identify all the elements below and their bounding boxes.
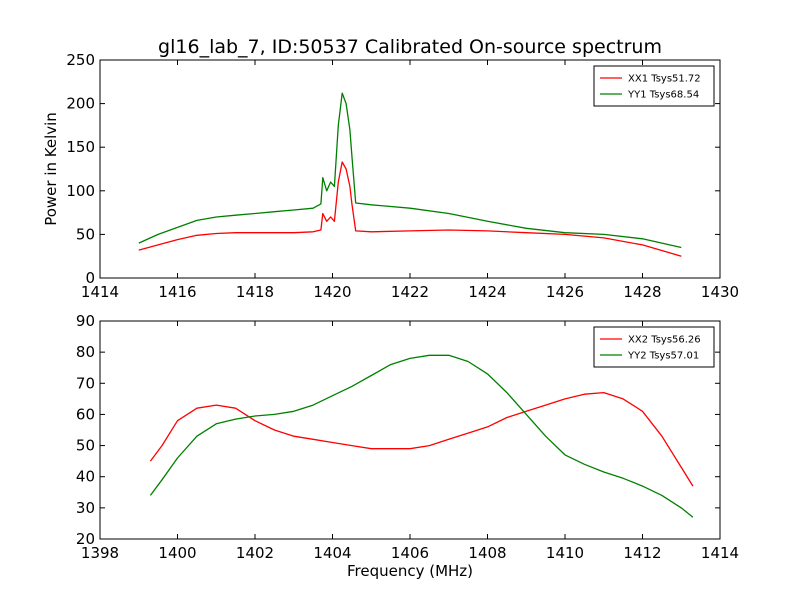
legend-entry: YY1 Tsys68.54 bbox=[627, 90, 699, 101]
legend-entry: XX2 Tsys56.26 bbox=[628, 335, 701, 346]
series-line-xx1 bbox=[138, 161, 682, 257]
x-tick-label: 1422 bbox=[391, 283, 429, 301]
x-tick-label: 1406 bbox=[391, 544, 429, 562]
y-tick-label: 40 bbox=[76, 468, 95, 486]
y-tick-label: 80 bbox=[76, 343, 95, 361]
y-tick-label: 30 bbox=[76, 499, 95, 517]
x-tick-label: 1430 bbox=[701, 283, 739, 301]
series-lines bbox=[138, 92, 682, 257]
legend-entry: YY2 Tsys57.01 bbox=[627, 351, 699, 362]
x-tick-label: 1410 bbox=[546, 544, 584, 562]
x-tick-label: 1424 bbox=[468, 283, 506, 301]
legend-entry: XX1 Tsys51.72 bbox=[628, 74, 701, 85]
y-tick-label: 200 bbox=[66, 95, 95, 113]
series-lines bbox=[149, 354, 694, 518]
x-tick-label: 1398 bbox=[81, 544, 119, 562]
x-tick-label: 1412 bbox=[623, 544, 661, 562]
y-axis-label: Power in Kelvin bbox=[42, 112, 60, 226]
y-tick-label: 100 bbox=[66, 182, 95, 200]
y-tick-label: 250 bbox=[66, 51, 95, 69]
x-tick-label: 1428 bbox=[623, 283, 661, 301]
series-line-yy1 bbox=[138, 92, 682, 249]
bottom-spectrum-panel: 1398 1400 1402 1404 1406 1408 1410 1412 1414 20 30… bbox=[76, 312, 739, 580]
x-tick-label: 1402 bbox=[236, 544, 274, 562]
top-spectrum-panel: 1414 1416 1418 1420 1422 1424 1426 1428 1430 0 50 1… bbox=[42, 51, 739, 301]
legend-box bbox=[593, 326, 715, 368]
y-tick-label: 70 bbox=[76, 374, 95, 392]
series-line-yy2 bbox=[149, 354, 694, 518]
x-tick-label: 1426 bbox=[546, 283, 584, 301]
series-line-xx2 bbox=[149, 391, 694, 487]
legend: XX2 Tsys56.26 YY2 Tsys57.01 bbox=[593, 326, 715, 368]
x-tick-label: 1414 bbox=[701, 544, 739, 562]
x-tick-label: 1420 bbox=[313, 283, 351, 301]
y-tick-label: 90 bbox=[76, 312, 95, 330]
x-tick-label: 1400 bbox=[158, 544, 196, 562]
x-tick-label: 1418 bbox=[236, 283, 274, 301]
legend: XX1 Tsys51.72 YY1 Tsys68.54 bbox=[593, 65, 715, 107]
y-tick-label: 60 bbox=[76, 405, 95, 423]
y-tick-label: 50 bbox=[76, 437, 95, 455]
x-tick-label: 1408 bbox=[468, 544, 506, 562]
y-tick-label: 150 bbox=[66, 138, 95, 156]
legend-box bbox=[593, 65, 715, 107]
x-axis-label: Frequency (MHz) bbox=[347, 562, 473, 580]
x-tick-label: 1416 bbox=[158, 283, 196, 301]
y-tick-label: 20 bbox=[76, 530, 95, 548]
y-tick-label: 50 bbox=[76, 225, 95, 243]
x-tick-label: 1414 bbox=[81, 283, 119, 301]
y-tick-label: 0 bbox=[85, 269, 95, 287]
x-tick-label: 1404 bbox=[313, 544, 351, 562]
chart-title: gl16_lab_7, ID:50537 Calibrated On-sourc… bbox=[158, 36, 662, 58]
